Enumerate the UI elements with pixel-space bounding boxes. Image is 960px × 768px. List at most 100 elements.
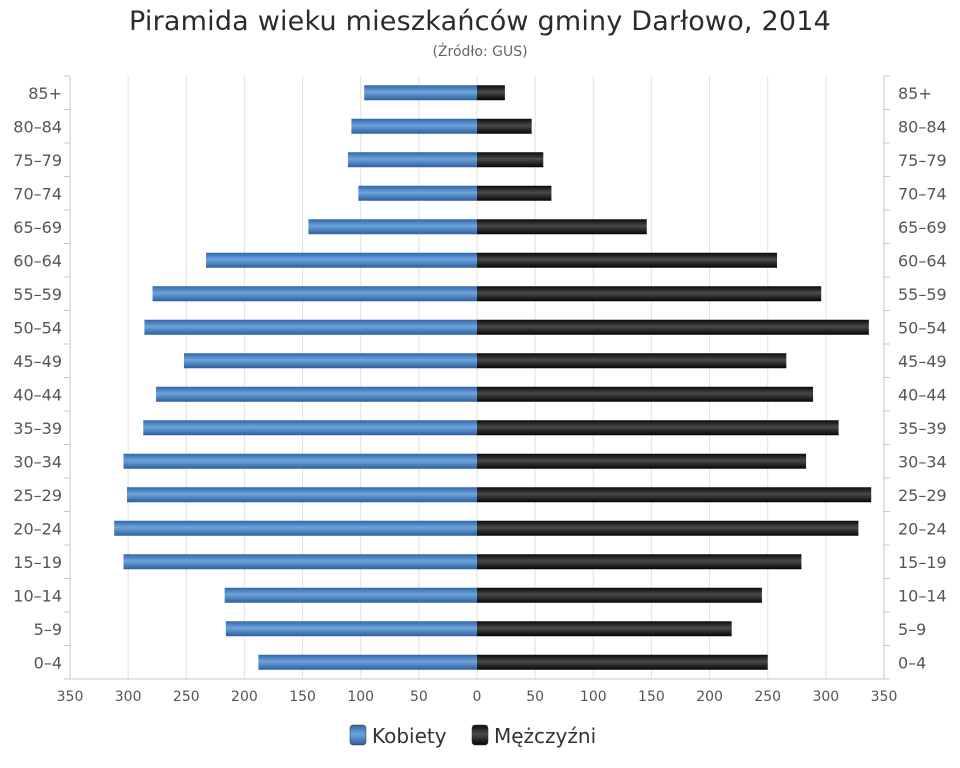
category-label-left: 10–14 [13, 586, 62, 605]
bar-kobiety-8 [183, 353, 477, 369]
bar-kobiety-12 [126, 487, 477, 503]
x-tick-label: 100 [580, 689, 607, 705]
category-label-right: 35–39 [898, 419, 947, 438]
category-label-left: 45–49 [13, 352, 62, 371]
bar-mezczyzni-16 [477, 621, 732, 637]
category-label-left: 15–19 [13, 553, 62, 572]
legend-label: Mężczyźni [494, 724, 596, 748]
bar-kobiety-7 [144, 319, 477, 335]
bar-mezczyzni-0 [477, 85, 505, 101]
category-label-right: 45–49 [898, 352, 947, 371]
bar-mezczyzni-3 [477, 185, 552, 201]
bar-mezczyzni-2 [477, 152, 544, 168]
x-tick-labels: 350 300 250 200 150 100 50 0 50 100 150 200 250 300 35… [57, 689, 898, 705]
x-tick-label: 150 [289, 689, 316, 705]
bar-mezczyzni-6 [477, 286, 822, 302]
x-tick-label: 150 [638, 689, 665, 705]
bar-mezczyzni-13 [477, 520, 859, 536]
bar-kobiety-9 [156, 386, 477, 402]
category-label-right: 80–84 [898, 117, 947, 136]
category-label-left: 55–59 [13, 285, 62, 304]
x-tick-label: 350 [871, 689, 898, 705]
legend: Kobiety Mężczyźni [349, 724, 596, 748]
bar-mezczyzni-8 [477, 353, 787, 369]
category-label-right: 85+ [898, 84, 932, 103]
bar-mezczyzni-10 [477, 420, 839, 436]
bar-mezczyzni-9 [477, 386, 814, 402]
category-label-left: 65–69 [13, 218, 62, 237]
category-label-left: 75–79 [13, 151, 62, 170]
legend-swatch [471, 724, 489, 746]
bar-mezczyzni-5 [477, 252, 778, 268]
x-tick-label: 200 [696, 689, 723, 705]
category-label-left: 35–39 [13, 419, 62, 438]
bar-kobiety-10 [143, 420, 477, 436]
category-label-right: 70–74 [898, 184, 947, 203]
x-tick-label: 50 [526, 689, 544, 705]
x-tick-label: 350 [57, 689, 84, 705]
category-label-left: 70–74 [13, 184, 62, 203]
category-label-left: 20–24 [13, 519, 62, 538]
bar-mezczyzni-11 [477, 453, 807, 469]
category-label-right: 55–59 [898, 285, 947, 304]
bar-mezczyzni-14 [477, 554, 802, 570]
bar-mezczyzni-15 [477, 587, 762, 603]
bar-mezczyzni-7 [477, 319, 869, 335]
category-label-left: 80–84 [13, 117, 62, 136]
category-labels: 85+ 85+ 80–84 80–84 75–79 75–79 70–74 70–74 65–6… [13, 84, 946, 673]
category-label-right: 25–29 [898, 486, 947, 505]
bar-kobiety-17 [258, 654, 477, 670]
x-tick-label: 300 [115, 689, 142, 705]
axes [64, 75, 890, 680]
bar-kobiety-3 [358, 185, 477, 201]
bar-kobiety-2 [347, 152, 477, 168]
category-label-left: 60–64 [13, 251, 62, 270]
legend-swatch [349, 724, 367, 746]
legend-item-kobiety[interactable]: Kobiety [349, 724, 447, 748]
bar-kobiety-5 [206, 252, 477, 268]
category-label-left: 30–34 [13, 452, 62, 471]
category-label-right: 65–69 [898, 218, 947, 237]
bar-kobiety-0 [364, 85, 477, 101]
category-label-right: 60–64 [898, 251, 947, 270]
category-label-right: 50–54 [898, 318, 947, 337]
category-label-right: 0–4 [898, 653, 926, 672]
category-label-left: 50–54 [13, 318, 62, 337]
category-label-left: 5–9 [34, 620, 62, 639]
category-label-right: 30–34 [898, 452, 947, 471]
x-tick-label: 50 [410, 689, 428, 705]
category-label-right: 15–19 [898, 553, 947, 572]
category-label-left: 85+ [28, 84, 62, 103]
x-tick-label: 200 [231, 689, 258, 705]
legend-item-mezczyzni[interactable]: Mężczyźni [471, 724, 596, 748]
bar-mezczyzni-17 [477, 654, 768, 670]
category-label-right: 5–9 [898, 620, 926, 639]
category-label-right: 40–44 [898, 385, 947, 404]
category-label-left: 0–4 [34, 653, 62, 672]
bar-mezczyzni-4 [477, 219, 647, 235]
x-tick-label: 250 [754, 689, 781, 705]
category-label-right: 10–14 [898, 586, 947, 605]
category-label-right: 75–79 [898, 151, 947, 170]
bar-kobiety-6 [152, 286, 477, 302]
bar-kobiety-1 [351, 118, 477, 134]
legend-label: Kobiety [372, 724, 447, 748]
chart-title: Piramida wieku mieszkańców gminy Darłowo… [128, 6, 832, 37]
bars [114, 85, 872, 670]
x-tick-label: 100 [347, 689, 374, 705]
bar-mezczyzni-12 [477, 487, 872, 503]
bar-kobiety-11 [123, 453, 478, 469]
bar-kobiety-4 [308, 219, 477, 235]
bar-mezczyzni-1 [477, 118, 532, 134]
x-tick-label: 0 [473, 689, 482, 705]
category-label-left: 25–29 [13, 486, 62, 505]
category-label-left: 40–44 [13, 385, 62, 404]
x-tick-label: 300 [812, 689, 839, 705]
bar-kobiety-16 [225, 621, 477, 637]
category-label-right: 20–24 [898, 519, 947, 538]
x-tick-label: 250 [173, 689, 200, 705]
bar-kobiety-13 [114, 520, 477, 536]
bar-kobiety-15 [224, 587, 477, 603]
